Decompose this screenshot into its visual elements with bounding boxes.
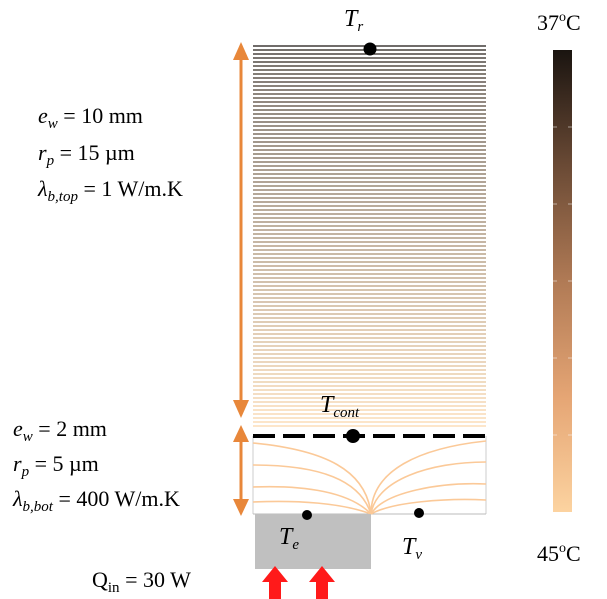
- heat-arrow-right: [309, 566, 335, 599]
- top-rp-label: rp = 15 µm: [38, 140, 135, 169]
- heat-arrow-left: [262, 566, 288, 599]
- bottom-wick-dimension-arrow: [233, 425, 249, 516]
- colorbar-bottom-label: 45oC: [537, 541, 581, 566]
- heat-input-label: Qin = 30 W: [92, 567, 191, 596]
- sensor-dot-tr: [363, 42, 377, 56]
- top-lambda-label: λb,top = 1 W/m.K: [38, 176, 183, 205]
- bottom-ew-label: ew = 2 mm: [13, 416, 107, 445]
- bottom-rp-label: rp = 5 µm: [13, 451, 99, 480]
- sensor-dot-te: [302, 510, 312, 520]
- colorbar-top-label: 37oC: [537, 10, 581, 35]
- heater-block: [255, 514, 371, 569]
- temperature-colorbar: [553, 50, 572, 512]
- sensor-label-tr: Tr: [344, 6, 364, 35]
- sensor-dot-tcont: [346, 429, 360, 443]
- top-ew-label: ew = 10 mm: [38, 103, 143, 132]
- heat-input-arrows: [262, 566, 335, 599]
- sensor-dot-tv: [414, 508, 424, 518]
- sensor-label-tv: Tv: [402, 534, 423, 563]
- flow-lines: [252, 440, 487, 515]
- sensor-label-tcont: Tcont: [320, 392, 360, 421]
- sensor-label-te: Te: [279, 524, 300, 553]
- bottom-lambda-label: λb,bot = 400 W/m.K: [13, 486, 180, 515]
- top-wick-dimension-arrow: [233, 42, 249, 418]
- isotherm-lines: [253, 45, 486, 427]
